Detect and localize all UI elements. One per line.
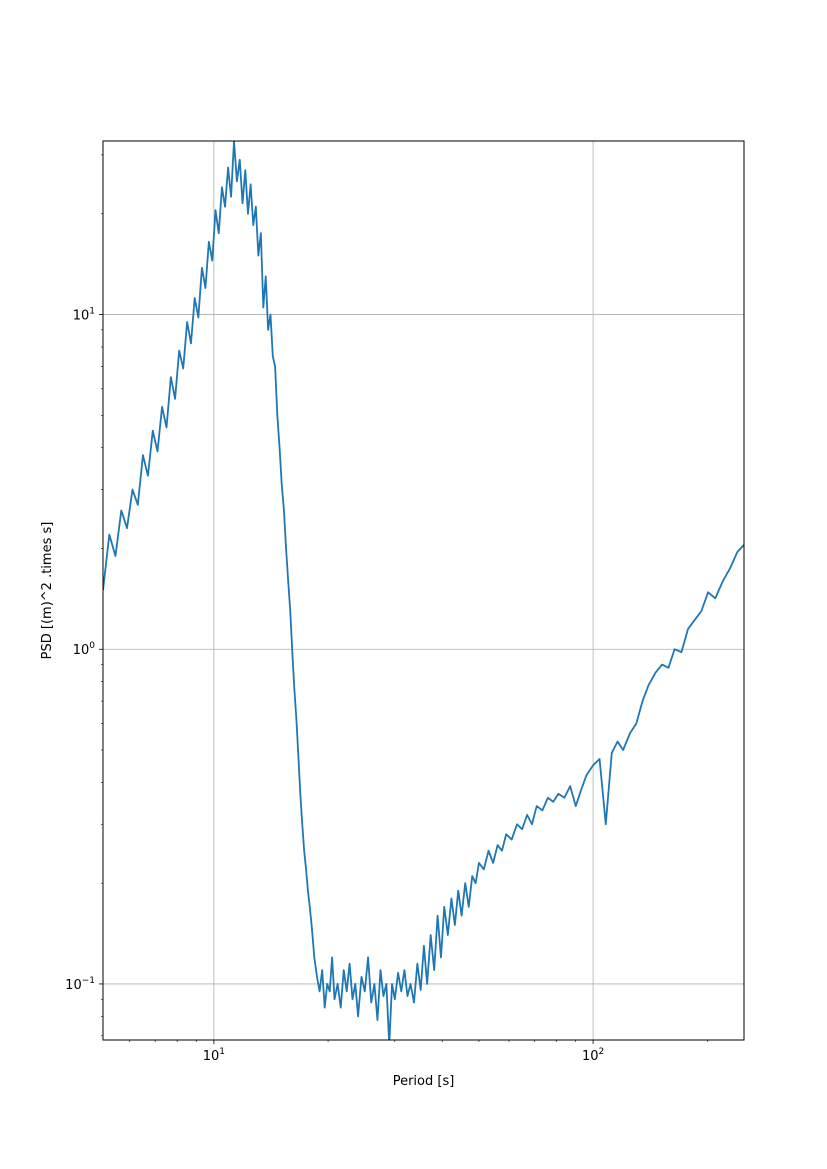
plot-area-frame: [102, 140, 745, 1041]
series-layer: [103, 141, 744, 1040]
y-tick-label: 10−1: [65, 976, 95, 993]
y-axis-label: PSD [(m)^2 .times s]: [40, 522, 55, 660]
major-ticks: 101 102 10−1 100 101: [65, 307, 604, 1064]
x-tick-label: 101: [203, 1047, 225, 1064]
psd-series-line: [103, 141, 744, 1040]
y-tick-label: 100: [73, 641, 96, 658]
y-tick-label: 101: [73, 307, 95, 324]
x-tick-label: 102: [582, 1047, 604, 1064]
grid: [103, 141, 744, 1040]
x-axis-label: Period [s]: [393, 1074, 455, 1089]
